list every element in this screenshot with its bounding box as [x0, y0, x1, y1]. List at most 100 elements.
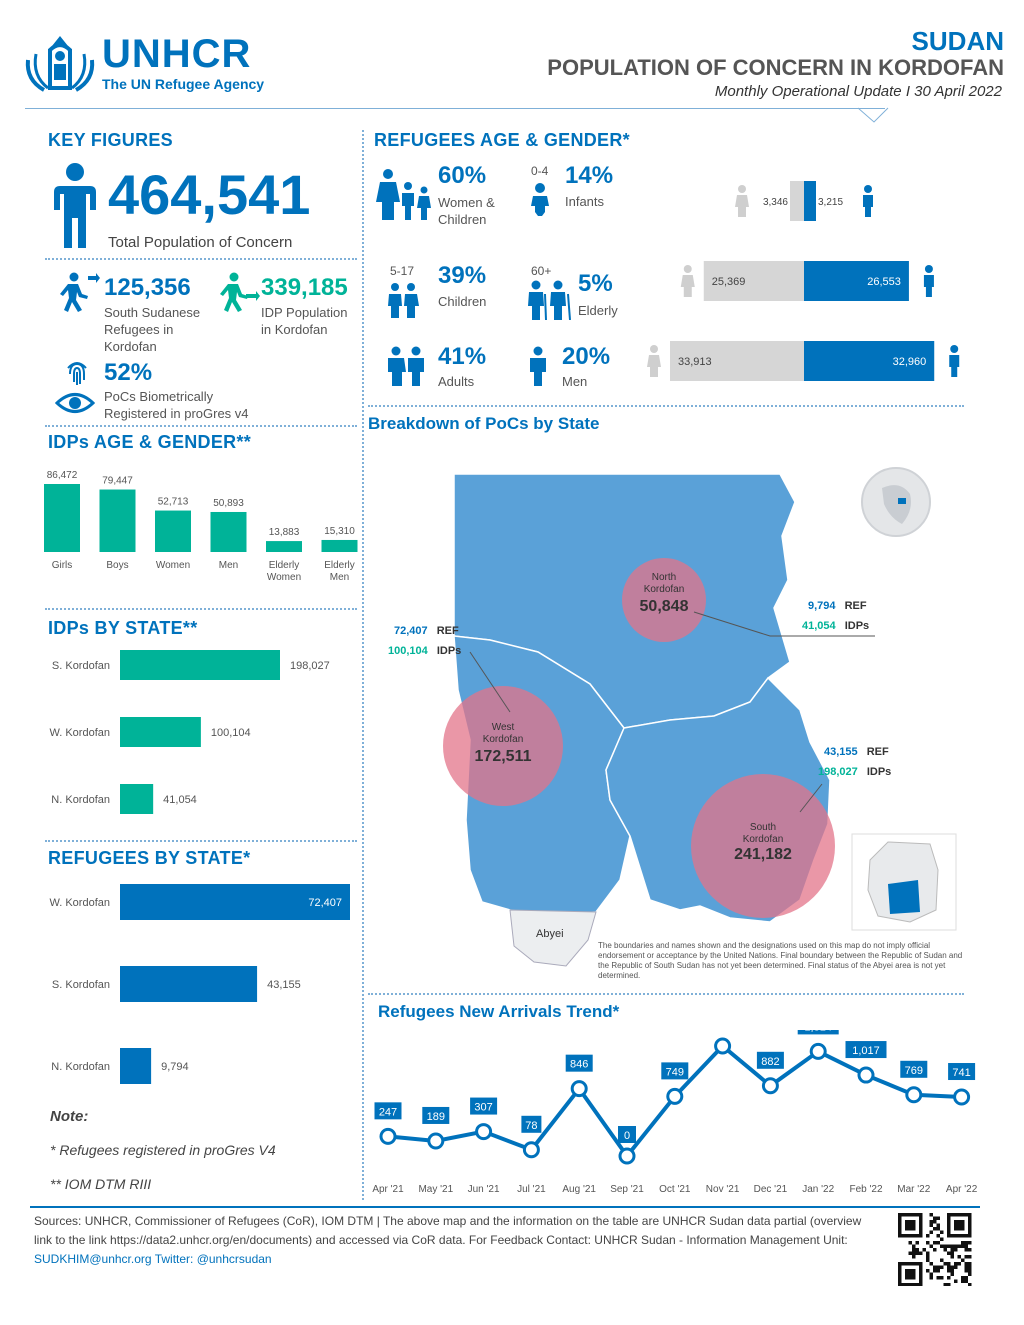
qr-code-icon[interactable]	[896, 1212, 974, 1286]
pyramid-male-label: 32,960	[893, 356, 927, 368]
trend-month-label: Oct '21	[659, 1184, 691, 1195]
qr-module	[968, 1255, 972, 1259]
qr-module	[936, 1276, 940, 1280]
idp-age-value-label: 79,447	[102, 476, 133, 487]
kordofan-map	[443, 467, 957, 967]
qr-module	[936, 1227, 940, 1231]
idp-age-category-label: Women	[156, 560, 190, 571]
qr-module	[926, 1234, 930, 1238]
idp-age-category-label: Elderly	[269, 560, 300, 571]
trend-value-badge	[422, 1106, 450, 1124]
adults-pct: 41%	[438, 343, 487, 370]
trend-point	[618, 1147, 636, 1165]
state-value-label: 9,794	[161, 1061, 189, 1073]
trend-month-label: Jun '21	[468, 1184, 500, 1195]
footer-email-link[interactable]: SUDKHIM@unhcr.org	[34, 1252, 152, 1266]
qr-module	[926, 1241, 930, 1245]
trend-value-label: 749	[666, 1066, 684, 1078]
globe-africa-shape	[882, 485, 911, 524]
children-range: 5-17	[390, 264, 415, 278]
qr-module	[957, 1255, 961, 1259]
pyramid-female-bar	[703, 261, 804, 301]
state-label: S. Kordofan	[52, 660, 110, 672]
south-leader-line	[799, 783, 823, 813]
west-leader-line	[469, 651, 511, 713]
qr-module	[940, 1258, 944, 1262]
south-kordofan-bubble	[691, 774, 835, 918]
state-bar	[120, 784, 154, 814]
total-poc-label: Total Population of Concern	[108, 234, 293, 251]
biometric-label-line: PoCs Biometrically	[104, 389, 214, 404]
refugees-label-line: Refugees in	[104, 322, 174, 337]
south-name-line: South	[749, 822, 777, 833]
state-bar	[120, 717, 201, 747]
south-idp-callout: 198,027 IDPs	[818, 766, 891, 778]
pyramid-female-bar	[790, 181, 804, 221]
divider	[45, 840, 357, 842]
trend-value-badge	[661, 1062, 689, 1080]
elderly-label: Elderly	[578, 303, 618, 318]
female-icon	[735, 185, 749, 217]
men-pct: 20%	[562, 343, 611, 370]
abyei-label: Abyei	[536, 928, 564, 940]
qr-module	[929, 1220, 933, 1224]
qr-finder-core	[905, 1269, 916, 1280]
north-idp-callout: 41,054 IDPs	[802, 620, 869, 632]
qr-module	[912, 1244, 916, 1248]
header-title: POPULATION OF CONCERN IN KORDOFAN	[547, 55, 1004, 80]
qr-module	[943, 1262, 947, 1266]
idps-age-gender-chart: 86,472 Girls 79,447 Boys 52,713 Women 50,893 Me…	[44, 470, 358, 583]
trend-value-label: 741	[952, 1067, 970, 1079]
state-bar	[120, 884, 350, 920]
qr-finder-core	[954, 1220, 965, 1231]
qr-module	[929, 1272, 933, 1276]
divider	[45, 258, 357, 260]
state-bar	[120, 650, 280, 680]
pyramid-male-bar	[804, 261, 909, 301]
qr-module	[943, 1283, 947, 1286]
south-idp-label: IDPs	[866, 766, 892, 778]
idp-age-category-label: Elderly	[324, 560, 355, 571]
west-ref-label: REF	[436, 625, 459, 637]
refugees-by-state-chart: W. Kordofan 72,407 S. Kordofan 43,155 N. Kor…	[49, 884, 350, 1084]
header-divider	[25, 108, 885, 109]
qr-module	[964, 1279, 968, 1283]
idp-age-category-label: Men	[219, 560, 238, 571]
divider	[368, 993, 964, 995]
state-value-label: 41,054	[163, 794, 197, 806]
trend-point	[761, 1077, 779, 1095]
west-kordofan-bubble	[443, 686, 563, 806]
state-bar	[120, 1048, 152, 1084]
qr-module	[964, 1241, 968, 1245]
south-kordofan-name: South Kordofan	[723, 822, 803, 846]
idp-age-value-label: 86,472	[47, 470, 78, 481]
qr-module	[912, 1248, 916, 1252]
elderly-pct: 5%	[578, 270, 613, 297]
west-idp-value: 100,104	[388, 645, 428, 657]
abyei-shape	[509, 909, 597, 967]
idps-by-state-title: IDPs BY STATE**	[48, 618, 198, 638]
qr-module	[933, 1227, 937, 1231]
qr-module	[947, 1265, 951, 1269]
qr-module	[964, 1244, 968, 1248]
trend-month-label: Nov '21	[706, 1184, 740, 1195]
qr-module	[964, 1248, 968, 1252]
qr-module	[933, 1220, 937, 1224]
logo-subtitle: The UN Refugee Agency	[102, 76, 265, 92]
qr-module	[954, 1244, 958, 1248]
idps-by-state-chart: S. Kordofan 198,027 W. Kordofan 100,104 N. K…	[49, 650, 330, 814]
idps-label: IDP Population in Kordofan	[261, 304, 348, 338]
west-name-line: West	[491, 722, 515, 733]
divider	[368, 405, 964, 407]
south-name-line: Kordofan	[742, 834, 784, 845]
north-leader-line	[693, 611, 875, 637]
footer-twitter-link[interactable]: Twitter: @unhcrsudan	[154, 1252, 272, 1266]
qr-module	[943, 1244, 947, 1248]
north-kordofan-total: 50,848	[639, 598, 689, 615]
qr-module	[915, 1241, 919, 1245]
qr-module	[968, 1283, 972, 1286]
trend-value-label: 882	[761, 1056, 779, 1068]
children-icon	[388, 283, 419, 318]
qr-module	[940, 1230, 944, 1234]
qr-module	[929, 1262, 933, 1266]
